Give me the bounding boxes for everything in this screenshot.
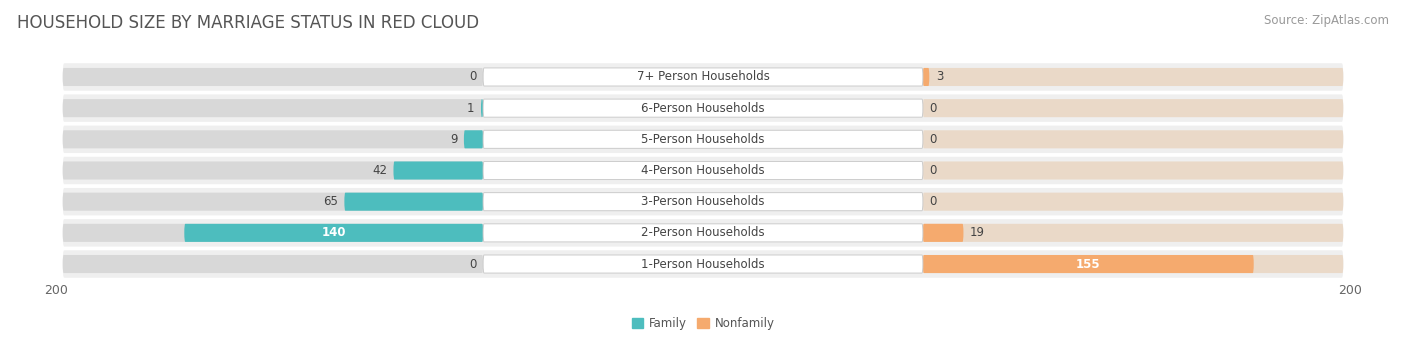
FancyBboxPatch shape	[484, 255, 922, 273]
FancyBboxPatch shape	[481, 99, 484, 117]
FancyBboxPatch shape	[484, 68, 922, 86]
FancyBboxPatch shape	[63, 94, 1343, 122]
FancyBboxPatch shape	[922, 161, 1343, 180]
FancyBboxPatch shape	[922, 130, 1343, 148]
FancyBboxPatch shape	[63, 255, 484, 273]
FancyBboxPatch shape	[344, 193, 484, 211]
Text: 0: 0	[929, 164, 936, 177]
FancyBboxPatch shape	[63, 193, 484, 211]
FancyBboxPatch shape	[63, 224, 484, 242]
FancyBboxPatch shape	[63, 188, 1343, 216]
Text: 0: 0	[470, 257, 477, 270]
Text: 7+ Person Households: 7+ Person Households	[637, 71, 769, 84]
FancyBboxPatch shape	[922, 255, 1343, 273]
FancyBboxPatch shape	[922, 224, 1343, 242]
FancyBboxPatch shape	[484, 161, 922, 180]
Text: HOUSEHOLD SIZE BY MARRIAGE STATUS IN RED CLOUD: HOUSEHOLD SIZE BY MARRIAGE STATUS IN RED…	[17, 14, 479, 32]
Text: Source: ZipAtlas.com: Source: ZipAtlas.com	[1264, 14, 1389, 27]
Text: 0: 0	[929, 102, 936, 115]
Text: 4-Person Households: 4-Person Households	[641, 164, 765, 177]
FancyBboxPatch shape	[184, 224, 484, 242]
Text: 2-Person Households: 2-Person Households	[641, 226, 765, 239]
FancyBboxPatch shape	[922, 193, 1343, 211]
Text: 65: 65	[323, 195, 337, 208]
Text: 0: 0	[929, 195, 936, 208]
FancyBboxPatch shape	[922, 224, 963, 242]
FancyBboxPatch shape	[63, 157, 1343, 184]
Text: 1-Person Households: 1-Person Households	[641, 257, 765, 270]
Text: 3: 3	[936, 71, 943, 84]
FancyBboxPatch shape	[394, 161, 484, 180]
Text: 1: 1	[467, 102, 474, 115]
FancyBboxPatch shape	[63, 250, 1343, 278]
FancyBboxPatch shape	[63, 63, 1343, 91]
FancyBboxPatch shape	[922, 68, 1343, 86]
Text: 5-Person Households: 5-Person Households	[641, 133, 765, 146]
FancyBboxPatch shape	[464, 130, 484, 148]
FancyBboxPatch shape	[484, 224, 922, 242]
FancyBboxPatch shape	[484, 99, 922, 117]
Text: 155: 155	[1076, 257, 1101, 270]
Text: 0: 0	[470, 71, 477, 84]
FancyBboxPatch shape	[922, 99, 1343, 117]
Text: 3-Person Households: 3-Person Households	[641, 195, 765, 208]
FancyBboxPatch shape	[63, 161, 484, 180]
FancyBboxPatch shape	[63, 125, 1343, 153]
Text: 9: 9	[450, 133, 457, 146]
FancyBboxPatch shape	[63, 130, 484, 148]
FancyBboxPatch shape	[63, 99, 484, 117]
Text: 19: 19	[970, 226, 986, 239]
FancyBboxPatch shape	[922, 255, 1254, 273]
FancyBboxPatch shape	[63, 68, 484, 86]
Legend: Family, Nonfamily: Family, Nonfamily	[627, 312, 779, 335]
Text: 42: 42	[373, 164, 387, 177]
Text: 140: 140	[322, 226, 346, 239]
FancyBboxPatch shape	[63, 219, 1343, 247]
FancyBboxPatch shape	[484, 193, 922, 211]
FancyBboxPatch shape	[922, 68, 929, 86]
FancyBboxPatch shape	[484, 130, 922, 148]
Text: 0: 0	[929, 133, 936, 146]
Text: 6-Person Households: 6-Person Households	[641, 102, 765, 115]
